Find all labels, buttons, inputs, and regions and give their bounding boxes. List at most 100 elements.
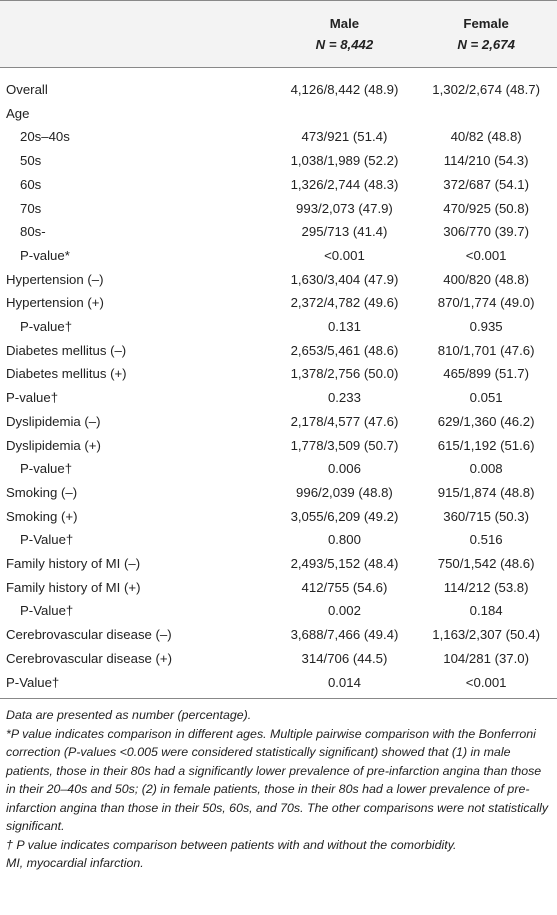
header-cell: Male xyxy=(203,0,416,34)
table-row: Age xyxy=(0,102,557,126)
row-label: P-value* xyxy=(20,247,70,263)
male-cell: 993/2,073 (47.9) xyxy=(296,200,393,216)
row-label: 70s xyxy=(20,200,42,216)
table-row: Diabetes mellitus (–) 2,653/5,461 (48.6) 8… xyxy=(0,339,557,363)
female-cell: 360/715 (50.3) xyxy=(443,508,530,524)
female-cell: 615/1,192 (51.6) xyxy=(437,437,535,453)
male-cell: 412/755 (54.6) xyxy=(301,579,388,595)
female-cell: 0.008 xyxy=(469,461,503,477)
table-row: Family history of MI (–) 2,493/5,152 (48.… xyxy=(0,552,557,576)
row-label: 80s- xyxy=(20,224,46,240)
row-label: Dyslipidemia (–) xyxy=(6,413,101,429)
female-cell: 0.051 xyxy=(469,390,503,406)
header-cell xyxy=(0,34,204,68)
footnote: † P value indicates comparison between p… xyxy=(6,837,457,852)
table-row: Smoking (+) 3,055/6,209 (49.2) 360/715 (50… xyxy=(0,505,557,529)
female-cell: 0.516 xyxy=(469,532,503,548)
male-cell: 1,378/2,756 (50.0) xyxy=(290,366,399,382)
row-label: Diabetes mellitus (–) xyxy=(6,342,127,358)
table-row: 80s- 295/713 (41.4) 306/770 (39.7) xyxy=(0,220,557,244)
header-cell: N = 8,442 xyxy=(203,34,416,68)
male-cell: 1,326/2,744 (48.3) xyxy=(290,176,399,192)
male-cell: 996/2,039 (48.8) xyxy=(296,484,393,500)
table-row: P-Value† 0.002 0.184 xyxy=(0,599,557,623)
female-cell: 870/1,774 (49.0) xyxy=(437,295,535,311)
male-cell: 0.006 xyxy=(327,461,361,477)
table-row: Cerebrovascular disease (–) 3,688/7,466 (… xyxy=(0,623,557,647)
male-cell: 473/921 (51.4) xyxy=(301,129,388,145)
female-cell: 114/210 (54.3) xyxy=(443,153,529,169)
row-label: P-value† xyxy=(20,461,73,477)
row-label: Cerebrovascular disease (+) xyxy=(6,650,173,666)
header-cell: N = 2,674 xyxy=(415,34,557,68)
female-cell: <0.001 xyxy=(465,247,507,263)
table-row: P-value† 0.006 0.008 xyxy=(0,457,557,481)
male-cell: 295/713 (41.4) xyxy=(301,224,388,240)
row-label: Smoking (–) xyxy=(6,484,78,500)
row-label: Age xyxy=(6,105,30,121)
male-cell: 0.800 xyxy=(327,532,361,548)
male-cell: 0.233 xyxy=(327,390,361,406)
footnote: MI, myocardial infarction. xyxy=(6,856,144,871)
male-cell: 1,630/3,404 (47.9) xyxy=(290,271,399,287)
male-cell: 2,653/5,461 (48.6) xyxy=(290,342,399,358)
table-row: Family history of MI (+) 412/755 (54.6) 11… xyxy=(0,576,557,600)
header-cell: Female xyxy=(415,0,557,34)
female-cell: 114/212 (53.8) xyxy=(443,579,529,595)
table-row: 20s–40s 473/921 (51.4) 40/82 (48.8) xyxy=(0,125,557,149)
row-label: Family history of MI (+) xyxy=(6,579,141,595)
table-row: P-Value† 0.014 <0.001 xyxy=(0,670,557,700)
row-label: 60s xyxy=(20,176,42,192)
row-label: 50s xyxy=(20,153,42,169)
female-cell: 465/899 (51.7) xyxy=(443,366,530,382)
header-row: N = 8,442 N = 2,674 xyxy=(0,34,557,68)
row-label: Cerebrovascular disease (–) xyxy=(6,627,172,643)
row-label: Dyslipidemia (+) xyxy=(6,437,101,453)
footnote: Data are presented as number (percentage… xyxy=(6,708,252,723)
female-cell: 470/925 (50.8) xyxy=(443,200,530,216)
female-cell: <0.001 xyxy=(415,670,557,700)
male-cell: <0.001 xyxy=(324,247,365,263)
female-cell: 104/281 (37.0) xyxy=(443,650,530,666)
female-cell: 0.184 xyxy=(469,603,503,619)
table-row: Hypertension (+) 2,372/4,782 (49.6) 870/1,… xyxy=(0,291,557,315)
male-cell: 0.014 xyxy=(203,670,416,700)
male-cell: 3,055/6,209 (49.2) xyxy=(290,508,399,524)
female-cell: 750/1,542 (48.6) xyxy=(437,556,535,572)
female-cell: 1,302/2,674 (48.7) xyxy=(432,82,541,97)
male-cell: 1,038/1,989 (52.2) xyxy=(290,153,399,169)
table-row: Dyslipidemia (+) 1,778/3,509 (50.7) 615/1,… xyxy=(0,434,557,458)
table-row: Smoking (–) 996/2,039 (48.8) 915/1,874 (48… xyxy=(0,481,557,505)
table-row: Diabetes mellitus (+) 1,378/2,756 (50.0) 4… xyxy=(0,362,557,386)
male-cell: 314/706 (44.5) xyxy=(301,650,388,666)
footnote: *P value indicates comparison in differe… xyxy=(6,726,549,834)
male-cell: 1,778/3,509 (50.7) xyxy=(290,437,399,453)
table-row: 60s 1,326/2,744 (48.3) 372/687 (54.1) xyxy=(0,173,557,197)
female-cell: 306/770 (39.7) xyxy=(443,224,530,240)
male-cell: 2,372/4,782 (49.6) xyxy=(290,295,399,311)
female-cell: 0.935 xyxy=(469,319,503,335)
table-row: P-value* <0.001 <0.001 xyxy=(0,244,557,268)
female-cell: 40/82 (48.8) xyxy=(450,129,522,145)
male-cell: 3,688/7,466 (49.4) xyxy=(290,627,399,643)
male-cell: 4,126/8,442 (48.9) xyxy=(290,82,399,97)
table-body: Overall 4,126/8,442 (48.9) 1,302/2,674 (48… xyxy=(0,68,557,700)
row-label: Hypertension (+) xyxy=(6,295,104,311)
female-cell: 810/1,701 (47.6) xyxy=(437,342,535,358)
female-cell: 400/820 (48.8) xyxy=(443,271,530,287)
male-cell: 2,493/5,152 (48.4) xyxy=(290,556,399,572)
row-label: Hypertension (–) xyxy=(6,271,104,287)
row-label: P-value† xyxy=(6,390,59,406)
table-row: Overall 4,126/8,442 (48.9) 1,302/2,674 (48… xyxy=(0,68,557,102)
male-cell: 0.002 xyxy=(327,603,361,619)
table-row: P-value† 0.233 0.051 xyxy=(0,386,557,410)
data-table: Male Female N = 8,442 N = 2,674 Overall 4… xyxy=(0,0,557,700)
row-label: Family history of MI (–) xyxy=(6,556,141,572)
row-label: 20s–40s xyxy=(20,129,70,145)
table-row: Hypertension (–) 1,630/3,404 (47.9) 400/82… xyxy=(0,268,557,292)
table-row: 70s 993/2,073 (47.9) 470/925 (50.8) xyxy=(0,197,557,221)
table-row: Dyslipidemia (–) 2,178/4,577 (47.6) 629/1,… xyxy=(0,410,557,434)
male-cell: 2,178/4,577 (47.6) xyxy=(290,413,399,429)
row-label: Diabetes mellitus (+) xyxy=(6,366,127,382)
female-cell: 915/1,874 (48.8) xyxy=(437,484,535,500)
